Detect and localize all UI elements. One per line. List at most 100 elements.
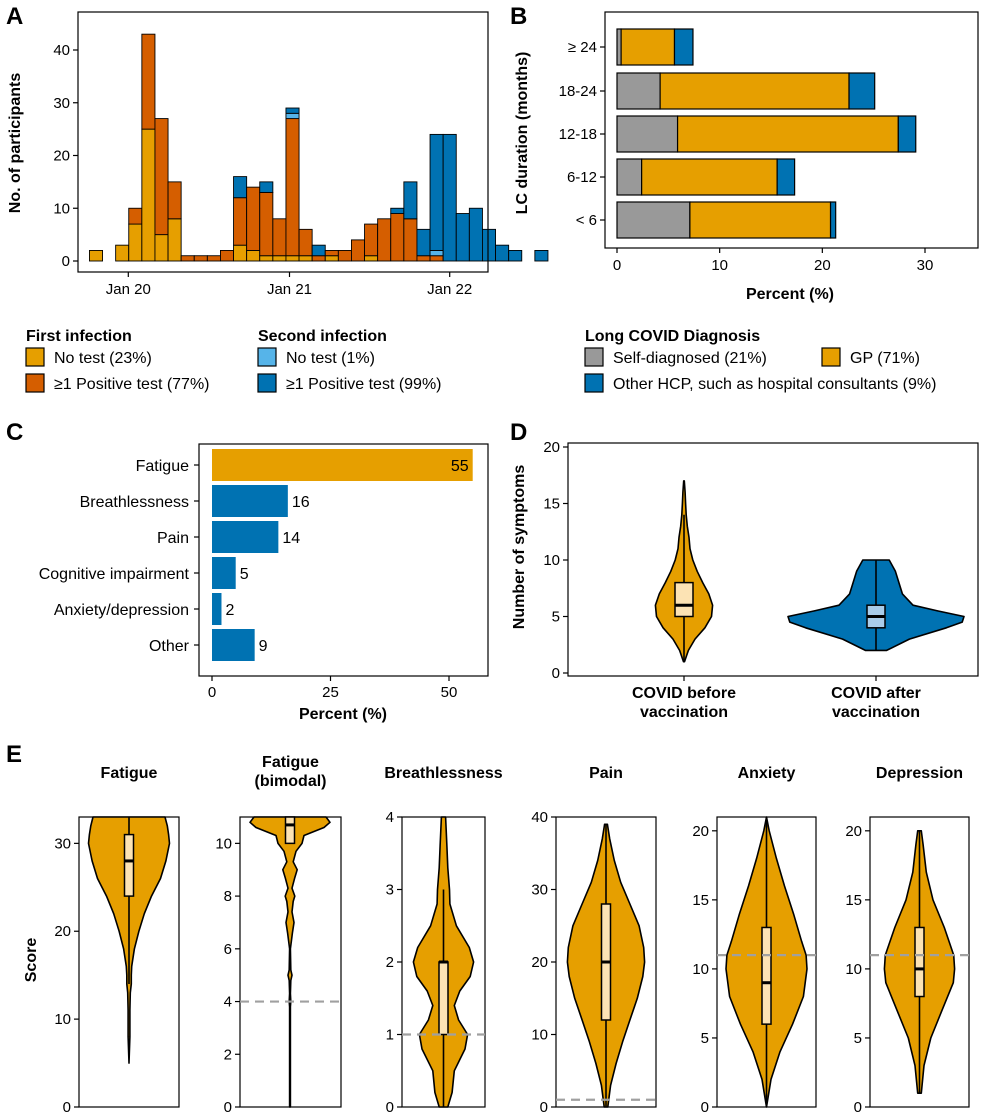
histogram-bar	[416, 255, 431, 262]
histogram-bar	[429, 133, 444, 251]
stacked-bar-segment	[616, 28, 622, 66]
panel-d-ylabel: Number of symptoms	[511, 465, 528, 630]
y-tick-label: 10	[215, 835, 232, 852]
legend-a-swatch-positive-first	[25, 373, 45, 393]
histogram-bar	[442, 133, 457, 262]
y-tick-label: 10	[845, 961, 862, 978]
histogram-bar	[416, 228, 431, 257]
y-tick-label: 30	[54, 835, 71, 852]
panel-a-ylabel: No. of participants	[7, 73, 24, 214]
y-tick-label: 1	[386, 1027, 394, 1044]
histogram-bar	[167, 181, 182, 220]
panel-a-histogram: 0 10 20 30 40 Jan 20 Jan 21 Jan 22 No. of parti…	[7, 11, 549, 298]
panel-letter-d: D	[510, 419, 527, 446]
histogram-bar	[324, 255, 339, 262]
y-tick-label: 20	[531, 954, 548, 971]
subplot-title: Breathlessness	[384, 765, 502, 782]
bar-value-label: 9	[259, 638, 268, 655]
box-iqr	[438, 961, 449, 1036]
bar	[212, 521, 279, 553]
panel-letter-e: E	[6, 741, 22, 768]
legend-a-label-no-test-first: No test (23%)	[54, 350, 152, 367]
panel-a-axes: 0 10 20 30 40 Jan 20 Jan 21 Jan 22	[53, 11, 489, 298]
box-iqr	[761, 926, 772, 1025]
x-tick-label: Jan 20	[106, 281, 151, 298]
histogram-bar	[311, 244, 326, 257]
y-tick-label: 20	[54, 923, 71, 940]
y-tick-label: 5	[854, 1030, 862, 1047]
histogram-bar	[115, 244, 130, 262]
stacked-bar-segment	[620, 28, 676, 66]
y-tick-label: 40	[53, 42, 70, 59]
bar-value-label: 55	[451, 458, 469, 475]
histogram-bar	[364, 223, 379, 257]
bar-value-label: 5	[240, 566, 249, 583]
legend-a-label-positive-first: ≥1 Positive test (77%)	[54, 376, 210, 393]
y-tick-label: 10	[53, 200, 70, 217]
panel-c-bars: 55 Fatigue 16 Breathlessness 14 Pain 5 Cognitiv…	[39, 443, 489, 723]
histogram-bar	[324, 249, 339, 257]
subplot-frame	[869, 816, 970, 1108]
y-tick-label: 0	[540, 1099, 548, 1116]
y-tick-label: 18-24	[559, 83, 597, 100]
histogram-bar	[128, 223, 143, 262]
y-tick-label: 30	[531, 882, 548, 899]
category-label: Cognitive impairment	[39, 566, 190, 583]
x-tick-label: 25	[322, 684, 339, 701]
y-tick-label: 0	[386, 1099, 394, 1116]
box-iqr	[123, 833, 135, 897]
y-tick-label: 4	[386, 809, 394, 826]
histogram-bar	[180, 255, 195, 262]
bar	[212, 557, 236, 589]
y-tick-label: 5	[552, 609, 560, 626]
x-tick-label: Jan 22	[427, 281, 472, 298]
x-tick-label: 10	[711, 257, 728, 274]
histogram-bar	[219, 249, 234, 262]
panel-c-frame	[198, 443, 489, 677]
y-tick-label: 12-18	[559, 126, 597, 143]
histogram-bar	[285, 107, 300, 114]
y-tick-label: 10	[54, 1011, 71, 1028]
subplot-title: Fatigue	[101, 765, 158, 782]
histogram-bar	[534, 249, 549, 262]
y-tick-label: 2	[224, 1046, 232, 1063]
stacked-bar-segment	[616, 115, 679, 153]
histogram-bar	[246, 249, 261, 262]
subplot-title: Pain	[589, 765, 623, 782]
y-tick-label: 8	[224, 888, 232, 905]
legend-a-first-title: First infection	[26, 328, 132, 345]
subplot-title: Depression	[876, 765, 963, 782]
histogram-bar	[403, 181, 418, 220]
y-tick-label: < 6	[576, 212, 597, 229]
bar-value-label: 14	[282, 530, 300, 547]
violin-shape	[249, 816, 331, 1108]
stacked-bar-segment	[673, 28, 694, 66]
panel-a-frame	[77, 11, 489, 273]
panel-e-ylabel: Score	[23, 938, 40, 983]
histogram-bar	[154, 234, 169, 262]
subplot-title: (bimodal)	[255, 773, 327, 790]
y-tick-label: 20	[543, 439, 560, 456]
y-tick-label: 0	[854, 1099, 862, 1116]
panel-d-violins: COVID before vaccination COVID after vaccin…	[511, 439, 979, 721]
y-tick-label: 0	[701, 1099, 709, 1116]
panel-e-violins: 0102030Fatigue0246810Fatigue(bimodal)012…	[23, 754, 970, 1116]
panel-b-xlabel: Percent (%)	[746, 286, 834, 303]
legend-b-label-self: Self-diagnosed (21%)	[613, 350, 767, 367]
stacked-bar-segment	[897, 115, 917, 153]
histogram-bar	[455, 213, 470, 262]
stacked-bar-segment	[616, 158, 643, 196]
category-label: COVID after	[831, 685, 921, 702]
subplot-title: Fatigue	[262, 754, 319, 771]
y-tick-label: 15	[845, 892, 862, 909]
legend-a-swatch-positive-second	[257, 373, 277, 393]
panel-b-plot: ≥ 24 18-24 12-18 6-12 < 6 0 10 20 30	[559, 11, 979, 274]
category-label: Breathlessness	[80, 494, 189, 511]
category-label: Anxiety/depression	[54, 602, 189, 619]
x-tick-label: 20	[814, 257, 831, 274]
stacked-bar-segment	[848, 72, 876, 110]
y-tick-label: 3	[386, 882, 394, 899]
histogram-bar	[285, 255, 300, 262]
category-label: vaccination	[832, 704, 920, 721]
histogram-bar	[259, 191, 274, 257]
